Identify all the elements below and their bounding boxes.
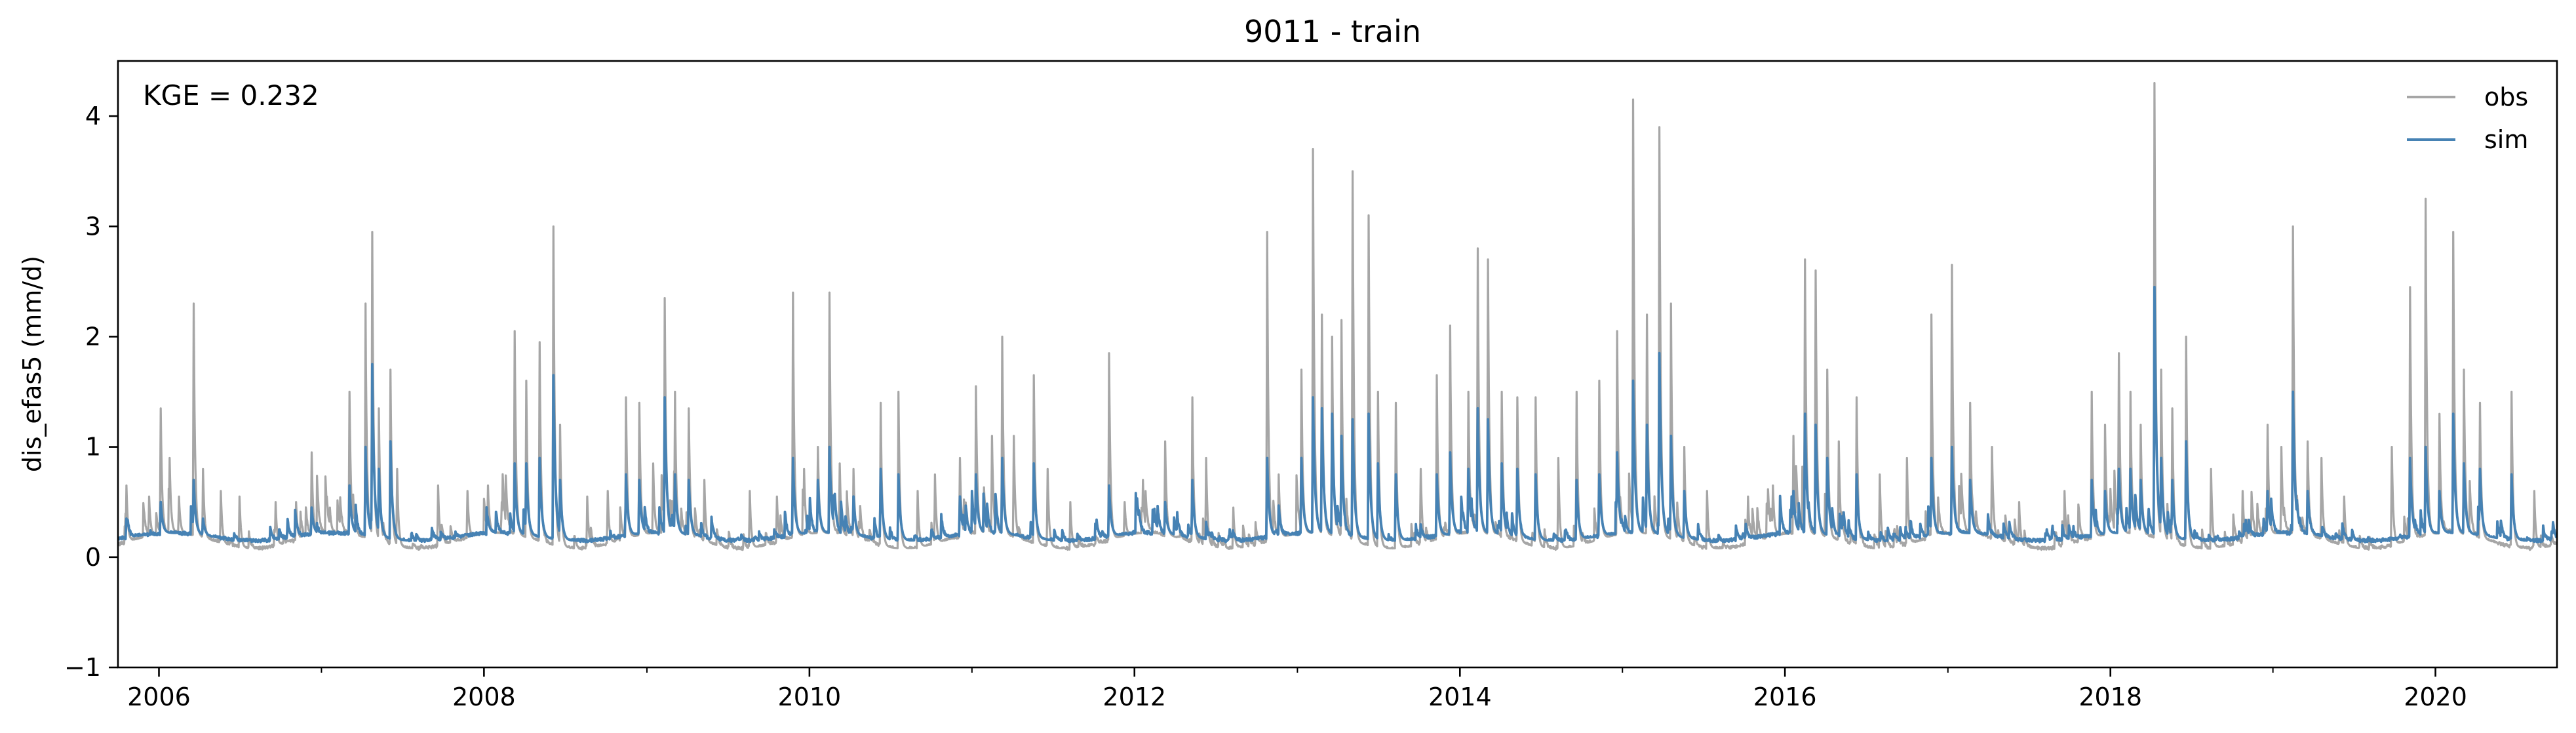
x-tick-label: 2018 bbox=[2078, 683, 2142, 711]
kge-annotation: KGE = 0.232 bbox=[143, 79, 319, 111]
chart-title: 9011 - train bbox=[1244, 14, 1421, 49]
series-group bbox=[118, 82, 2557, 551]
x-axis: 2006 2008 2010 2012 2014 2016 2018 2020 bbox=[127, 667, 2467, 711]
x-tick-label: 2010 bbox=[778, 683, 842, 711]
y-tick-label: −1 bbox=[64, 653, 101, 682]
x-tick-label: 2012 bbox=[1103, 683, 1166, 711]
legend-obs-label: obs bbox=[2484, 83, 2528, 111]
y-axis: −1 0 1 2 3 4 bbox=[64, 102, 118, 682]
x-tick-label: 2008 bbox=[452, 683, 516, 711]
y-tick-label: 1 bbox=[85, 433, 101, 462]
x-tick-label: 2006 bbox=[127, 683, 191, 711]
sim-series-line bbox=[118, 285, 2557, 544]
y-tick-label: 4 bbox=[85, 102, 101, 130]
x-tick-label: 2016 bbox=[1753, 683, 1817, 711]
y-axis-label: dis_efas5 (mm/d) bbox=[18, 256, 47, 472]
y-tick-label: 2 bbox=[85, 322, 101, 351]
legend: obs sim bbox=[2407, 83, 2528, 154]
y-tick-label: 0 bbox=[85, 543, 101, 572]
legend-sim-label: sim bbox=[2484, 125, 2528, 154]
y-tick-label: 3 bbox=[85, 212, 101, 241]
x-tick-label: 2014 bbox=[1428, 683, 1492, 711]
x-tick-label: 2020 bbox=[2404, 683, 2467, 711]
plot-frame bbox=[117, 60, 2558, 669]
